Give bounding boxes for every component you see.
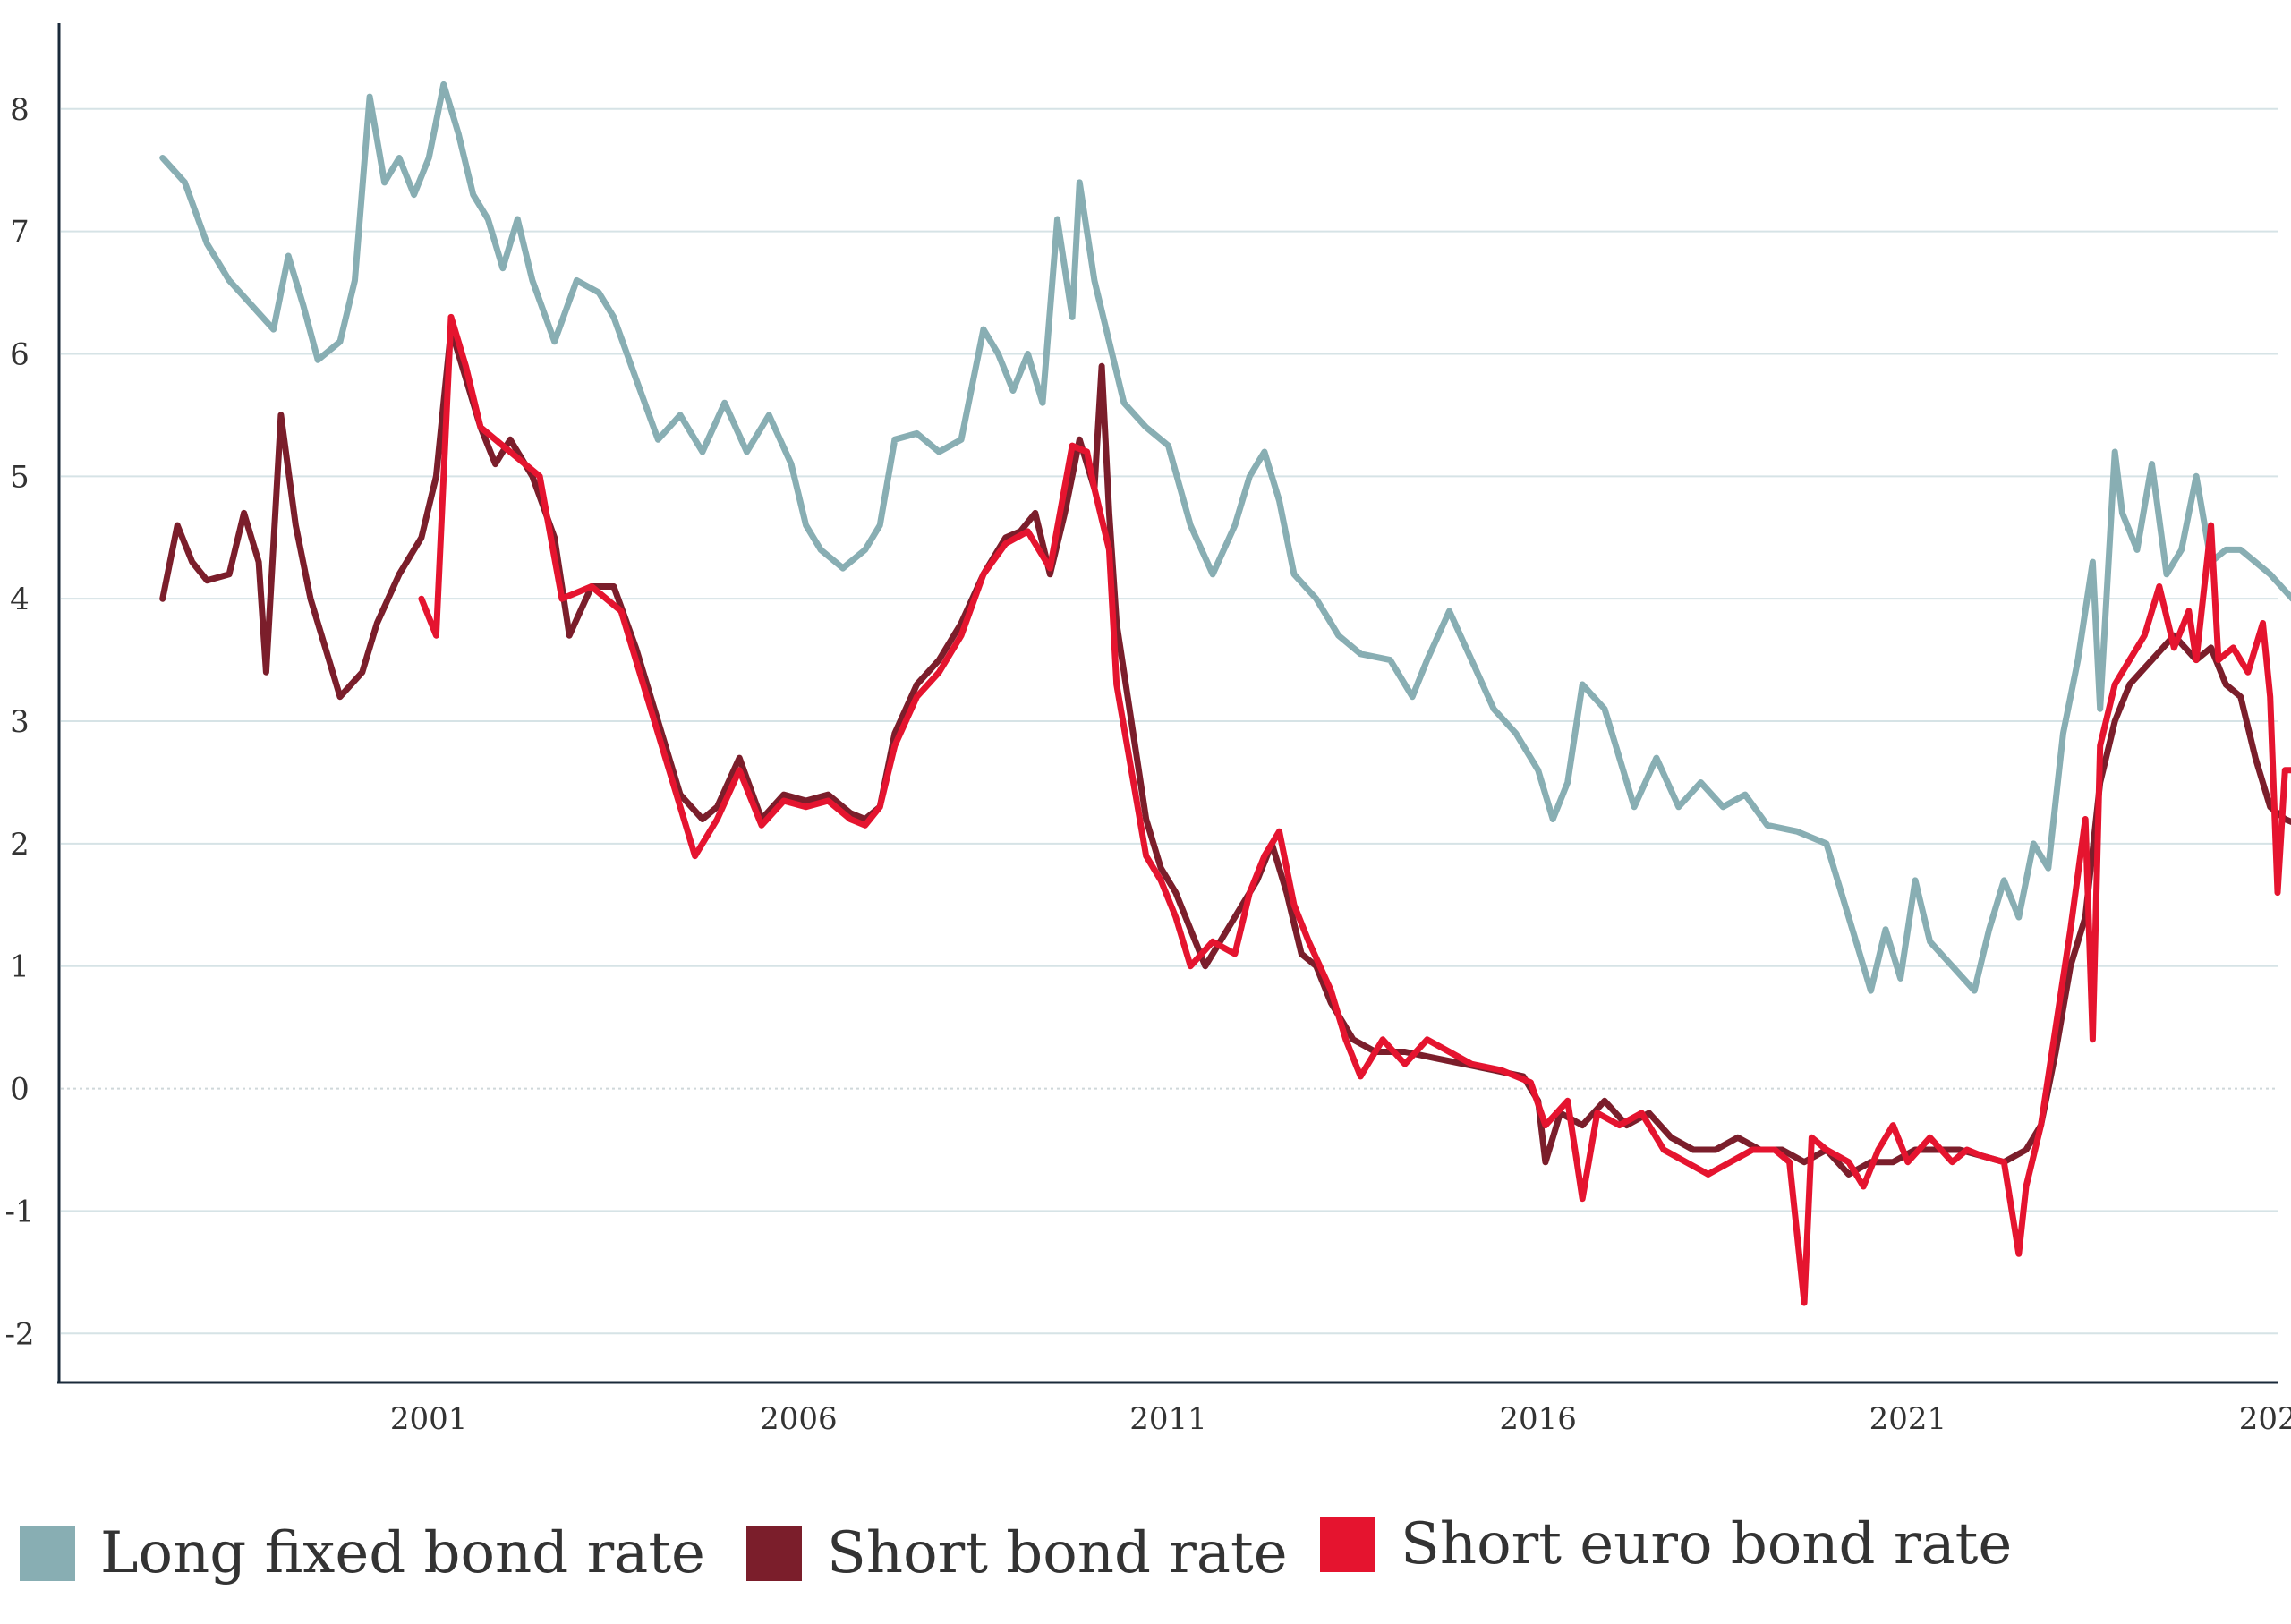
y-tick-label: 8 bbox=[10, 92, 30, 128]
x-tick-label: 2016 bbox=[1499, 1401, 1577, 1437]
legend-label: Long fixed bond rate bbox=[100, 1520, 705, 1586]
legend-label: Short euro bond rate bbox=[1401, 1511, 2013, 1577]
x-tick-label: 2006 bbox=[760, 1401, 838, 1437]
legend-label: Short bond rate bbox=[827, 1520, 1288, 1586]
legend-item-long-fixed-bond-rate[interactable]: Long fixed bond rate bbox=[20, 1520, 705, 1586]
legend-item-short-bond-rate[interactable]: Short bond rate bbox=[746, 1520, 1288, 1586]
y-tick-label: 1 bbox=[10, 949, 30, 985]
y-tick-label: 2 bbox=[10, 827, 30, 863]
y-tick-label: 0 bbox=[10, 1072, 30, 1108]
y-tick-label: 3 bbox=[10, 704, 30, 740]
y-tick-label: -1 bbox=[4, 1194, 34, 1229]
x-tick-label: 2001 bbox=[390, 1401, 468, 1437]
legend-swatch bbox=[20, 1526, 75, 1581]
y-tick-label: 5 bbox=[10, 459, 30, 495]
x-tick-label: 2026 bbox=[2239, 1401, 2291, 1437]
axes bbox=[57, 23, 2278, 1384]
series-line-short-euro-bond-rate bbox=[418, 313, 2291, 1306]
x-tick-labels: 2001 2006 2011 2016 2021 2026 bbox=[390, 1401, 2291, 1437]
y-tick-label: 7 bbox=[10, 215, 30, 251]
legend: Long fixed bond rate Short bond rate Sho… bbox=[20, 1508, 2257, 1597]
series-lines bbox=[159, 81, 2291, 1306]
legend-item-short-euro-bond-rate[interactable]: Short euro bond rate bbox=[1320, 1511, 2012, 1577]
y-tick-label: -2 bbox=[4, 1316, 34, 1352]
y-tick-label: 6 bbox=[10, 336, 30, 372]
y-tick-label: 4 bbox=[10, 582, 30, 617]
gridlines bbox=[61, 107, 2278, 1335]
legend-swatch bbox=[1320, 1517, 1375, 1572]
line-chart: -2 -1 0 1 2 3 4 5 6 7 8 2001 2006 2011 2016 2021 2026 bbox=[4, 23, 2291, 1437]
series-line-long-fixed-bond-rate bbox=[159, 81, 2291, 994]
x-tick-label: 2011 bbox=[1129, 1401, 1207, 1437]
series-line-short-bond-rate bbox=[159, 326, 2291, 1178]
legend-swatch bbox=[746, 1526, 802, 1581]
x-tick-label: 2021 bbox=[1869, 1401, 1947, 1437]
y-tick-labels: -2 -1 0 1 2 3 4 5 6 7 8 bbox=[4, 92, 34, 1352]
